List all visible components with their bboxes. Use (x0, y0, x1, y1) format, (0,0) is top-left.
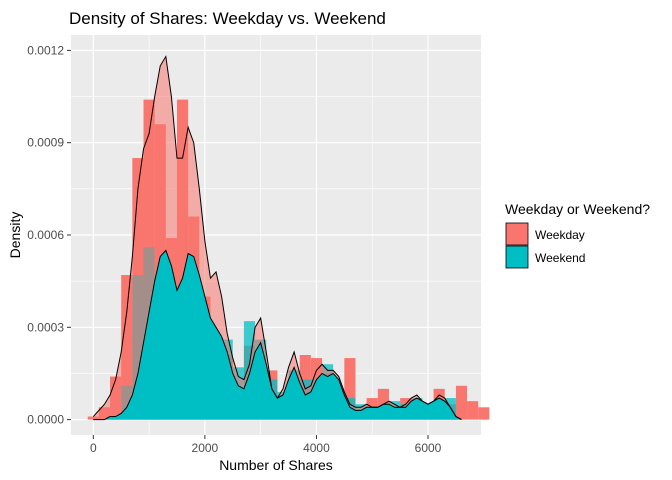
weekday-histogram-bar (478, 407, 490, 420)
weekday-histogram-bar (344, 358, 356, 420)
x-tick-label: 0 (90, 441, 97, 455)
legend-key-weekend (505, 245, 529, 269)
legend-label-weekday: Weekday (535, 228, 585, 242)
weekend-density-area (93, 250, 462, 420)
y-tick-label: 0.0003 (27, 320, 64, 334)
weekday-histogram-bar (455, 385, 468, 420)
y-tick-label: 0.0000 (27, 413, 64, 427)
y-axis-title: Density (7, 212, 23, 259)
y-tick-label: 0.0009 (27, 136, 64, 150)
density-areas (92, 55, 462, 421)
x-tick-label: 6000 (415, 441, 442, 455)
x-tick-label: 2000 (192, 441, 219, 455)
y-axis-ticks: 0.0000 0.0003 0.0006 0.0009 0.0012 (27, 43, 71, 427)
weekday-histogram-bar (467, 401, 479, 420)
y-tick-label: 0.0012 (27, 43, 64, 57)
x-tick-label: 4000 (303, 441, 330, 455)
legend-label-weekend: Weekend (535, 251, 585, 265)
weekend-density-line (93, 249, 462, 421)
legend-item-weekday: Weekday (505, 222, 585, 246)
legend: Weekday or Weekend? Weekday Weekend (505, 201, 650, 269)
legend-item-weekend: Weekend (505, 245, 585, 269)
y-tick-label: 0.0006 (27, 228, 64, 242)
legend-key-weekday (505, 222, 529, 246)
chart-title: Density of Shares: Weekday vs. Weekend (69, 9, 386, 28)
x-axis-ticks: 0 2000 4000 6000 (90, 435, 442, 455)
legend-title: Weekday or Weekend? (505, 201, 650, 217)
x-axis-title: Number of Shares (219, 457, 333, 473)
